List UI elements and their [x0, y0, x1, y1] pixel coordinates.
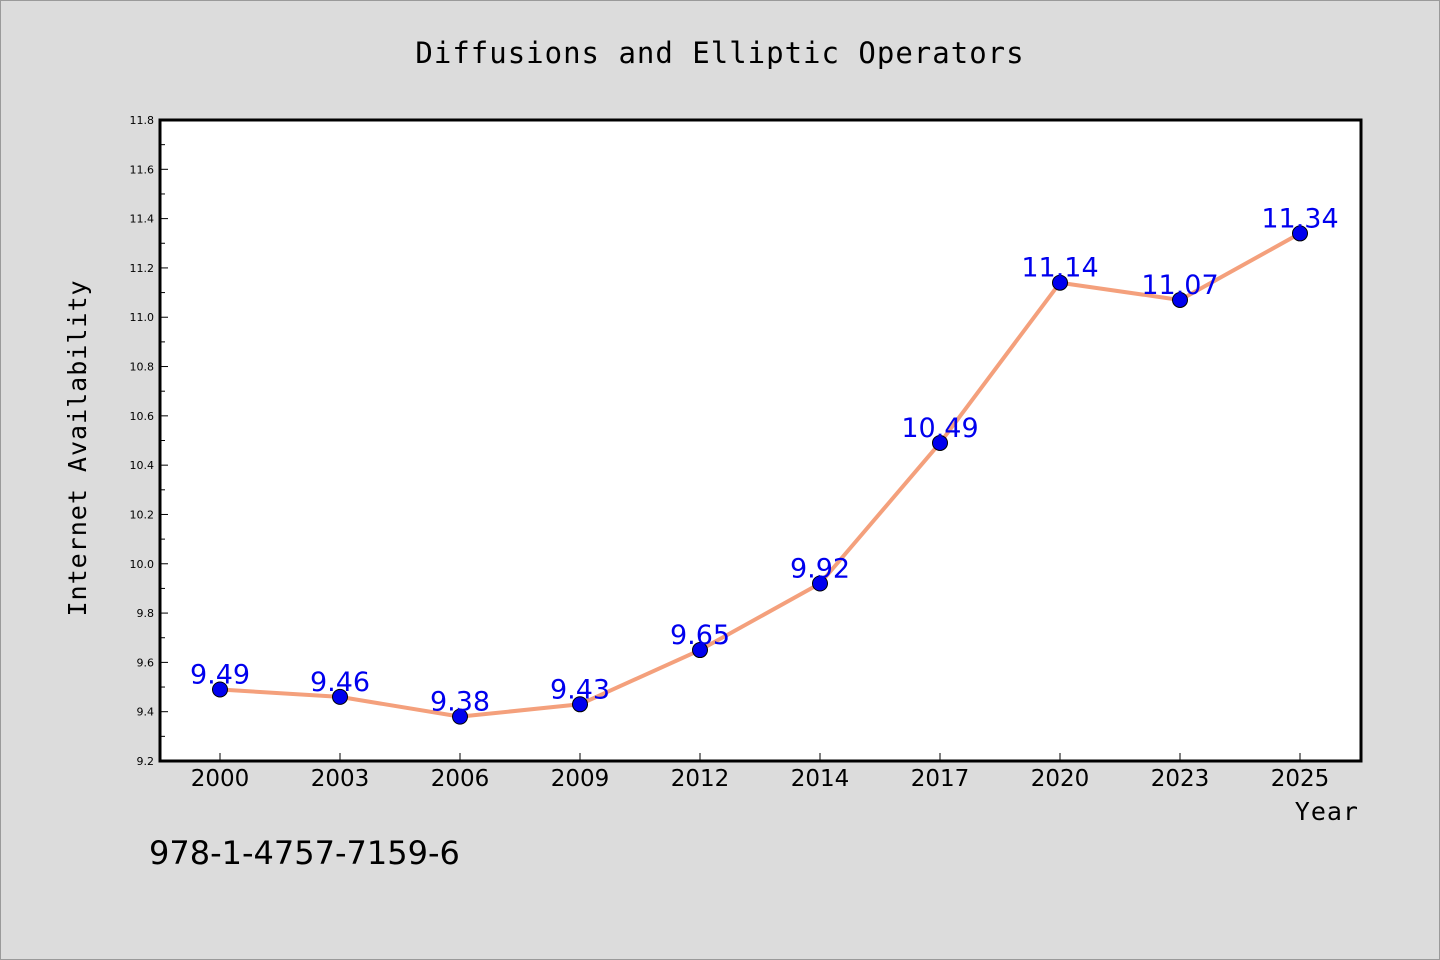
plot-area	[158, 118, 1363, 763]
data-point	[212, 681, 228, 698]
data-point	[1172, 291, 1188, 308]
x-tick-label: 2012	[671, 766, 730, 792]
y-tick-label: 11.2	[130, 262, 155, 275]
data-point	[1292, 225, 1308, 242]
data-label: 9.49	[190, 660, 250, 691]
data-label: 11.34	[1261, 203, 1338, 234]
y-tick-label: 10.0	[130, 558, 155, 571]
y-tick-label: 11.4	[130, 213, 155, 226]
x-tick-label: 2006	[431, 766, 490, 792]
data-label: 11.14	[1021, 253, 1098, 284]
y-tick-label: 10.8	[130, 361, 155, 374]
series-group: 9.49 9.46 9.38 9.43 9.65 9.92 10.49 11.14 11.07 1…	[190, 203, 1339, 725]
data-point	[932, 434, 948, 451]
x-tick-label: 2023	[1151, 766, 1210, 792]
series-line	[218, 231, 1302, 719]
data-point	[452, 708, 468, 725]
x-tick-label: 2014	[791, 766, 850, 792]
data-label: 9.46	[310, 667, 370, 698]
data-label: 10.49	[901, 413, 978, 444]
x-axis-label: Year	[1295, 797, 1359, 826]
data-point	[692, 642, 708, 659]
y-tick-label: 11.6	[130, 163, 155, 176]
y-axis-label: Internet Availability	[63, 279, 92, 616]
x-tick-label: 2025	[1271, 766, 1330, 792]
y-tick-label: 9.8	[137, 607, 155, 620]
data-label: 9.65	[670, 620, 730, 651]
data-point	[812, 575, 828, 592]
y-tick-label: 11.8	[130, 114, 155, 127]
y-tick-label: 9.4	[137, 706, 155, 719]
data-point	[332, 688, 348, 705]
y-tick-label: 11.0	[130, 311, 155, 324]
x-tick-label: 2017	[911, 766, 970, 792]
data-label: 11.07	[1141, 270, 1218, 301]
data-label: 9.92	[790, 553, 850, 584]
x-tick-label: 2020	[1031, 766, 1090, 792]
data-label: 9.43	[550, 674, 610, 705]
x-tick-label: 2009	[551, 766, 610, 792]
y-axis: 9.2 9.4 9.6 9.8 10.0 10.2 10.4 10.6 10.8 11.0 11.2…	[130, 114, 168, 768]
x-axis: 2000 2003 2006 2009 2012 2014 2017 2020 2023 2025	[191, 753, 1330, 792]
data-point	[572, 696, 588, 713]
chart-title: Diffusions and Elliptic Operators	[415, 36, 1024, 70]
y-tick-label: 10.2	[130, 508, 155, 521]
y-tick-label: 9.6	[137, 656, 155, 669]
x-tick-label: 2000	[191, 766, 250, 792]
y-tick-label: 10.6	[130, 410, 155, 423]
data-label: 9.38	[430, 687, 490, 718]
data-point	[1052, 274, 1068, 291]
y-tick-label: 10.4	[130, 459, 155, 472]
x-tick-label: 2003	[311, 766, 370, 792]
isbn-text: 978-1-4757-7159-6	[149, 834, 460, 872]
y-tick-label: 9.2	[137, 755, 155, 768]
